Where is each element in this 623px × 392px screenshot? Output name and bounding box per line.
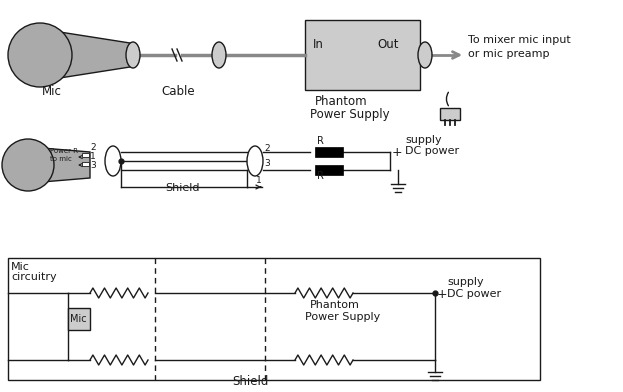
Polygon shape xyxy=(30,147,90,183)
Text: +: + xyxy=(392,146,402,159)
Bar xyxy=(82,153,89,157)
Text: Power Supply: Power Supply xyxy=(310,108,389,121)
Ellipse shape xyxy=(418,42,432,68)
Polygon shape xyxy=(47,30,130,80)
Text: 1: 1 xyxy=(90,152,96,161)
Text: R: R xyxy=(317,136,324,146)
Text: Power Supply: Power Supply xyxy=(305,312,380,322)
Text: circuitry: circuitry xyxy=(11,272,57,282)
Text: R: R xyxy=(317,171,324,181)
Text: 3: 3 xyxy=(90,161,96,170)
Bar xyxy=(315,165,343,175)
Text: In: In xyxy=(313,38,324,51)
Text: DC power: DC power xyxy=(447,289,501,299)
Text: 1: 1 xyxy=(256,176,262,185)
Bar xyxy=(8,258,540,380)
Text: Out: Out xyxy=(377,38,399,51)
Bar xyxy=(440,108,460,120)
Text: DC power: DC power xyxy=(405,146,459,156)
Text: supply: supply xyxy=(405,135,442,145)
Ellipse shape xyxy=(212,42,226,68)
Circle shape xyxy=(2,139,54,191)
Text: 3: 3 xyxy=(264,159,270,168)
Circle shape xyxy=(8,23,72,87)
Bar xyxy=(68,308,90,330)
Text: 2: 2 xyxy=(264,144,270,153)
Text: Mic: Mic xyxy=(11,262,30,272)
Ellipse shape xyxy=(126,42,140,68)
Text: To mixer mic input: To mixer mic input xyxy=(468,35,571,45)
Text: Phantom: Phantom xyxy=(310,300,360,310)
Text: Phantom: Phantom xyxy=(315,95,368,108)
Ellipse shape xyxy=(247,146,263,176)
Text: supply: supply xyxy=(447,277,483,287)
Text: Power R: Power R xyxy=(50,148,78,154)
Bar xyxy=(305,20,420,90)
Bar xyxy=(315,147,343,157)
Text: Mic: Mic xyxy=(42,85,62,98)
Bar xyxy=(82,162,89,166)
Ellipse shape xyxy=(105,146,121,176)
Text: Mic: Mic xyxy=(70,314,87,324)
Text: or mic preamp: or mic preamp xyxy=(468,49,549,59)
Text: to mic: to mic xyxy=(50,156,72,162)
Text: 2: 2 xyxy=(90,143,95,152)
Text: Shield: Shield xyxy=(166,183,200,193)
Text: Shield: Shield xyxy=(232,375,268,388)
Text: Cable: Cable xyxy=(161,85,195,98)
Text: +: + xyxy=(437,288,447,301)
